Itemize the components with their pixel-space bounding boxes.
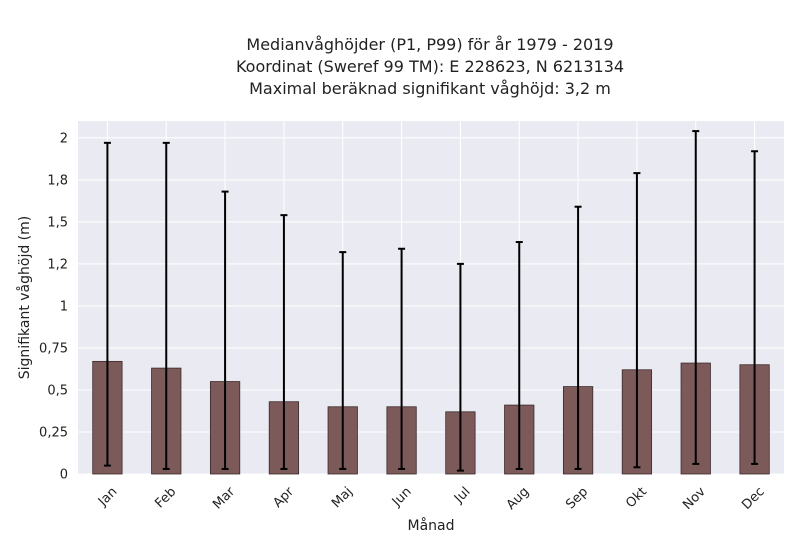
error-bar-okt [633, 172, 641, 469]
plot-area [78, 121, 784, 474]
chart-title: Medianvåghöjder (P1, P99) för år 1979 - … [60, 34, 800, 100]
x-tick-label-dec: Dec [739, 484, 767, 512]
chart-title-line-3: Maximal beräknad signifikant våghöjd: 3,… [249, 79, 611, 98]
error-bar-jan [103, 141, 111, 467]
x-tick-label-nov: Nov [680, 484, 709, 513]
chart-title-line-1: Medianvåghöjder (P1, P99) för år 1979 - … [246, 35, 614, 54]
y-tick-label: 1 [60, 299, 68, 314]
x-axis-label: Månad [408, 517, 455, 534]
y-tick-label: 0,25 [39, 425, 68, 440]
x-tick-label-jan: Jan [95, 484, 120, 509]
x-tick-label-aug: Aug [504, 484, 533, 513]
error-bar-mar [221, 190, 229, 470]
x-tick-label-maj: Maj [329, 484, 356, 511]
error-bar-maj [339, 251, 347, 470]
x-tick-label-apr: Apr [270, 484, 297, 511]
x-tick-label-feb: Feb [152, 484, 179, 511]
y-tick-label: 0,75 [39, 341, 68, 356]
error-bar-feb [162, 141, 170, 470]
y-tick-labels: 0 0,25 0,5 0,75 1 1,2 1,5 1,8 2 [39, 131, 68, 482]
error-bar-jun [398, 247, 406, 470]
y-axis-label: Signifikant våghöjd (m) [16, 216, 33, 379]
error-bar-dec [751, 150, 759, 465]
error-bar-apr [280, 214, 288, 470]
error-bar-sep [574, 205, 582, 470]
y-tick-label: 0 [60, 468, 68, 483]
error-bars [103, 130, 759, 472]
x-tick-labels: Jan Feb Mar Apr Maj Jun Jul Aug Sep Okt Nov Dec [95, 484, 768, 513]
x-tick-label-mar: Mar [210, 484, 238, 512]
error-bar-nov [692, 130, 700, 465]
x-tick-label-sep: Sep [563, 484, 591, 512]
y-tick-label: 1,2 [47, 257, 68, 272]
chart-title-line-2: Koordinat (Sweref 99 TM): E 228623, N 62… [235, 57, 625, 76]
y-tick-label: 0,5 [47, 383, 68, 398]
error-bar-aug [515, 241, 523, 470]
y-tick-label: 2 [60, 131, 68, 146]
x-tick-label-jun: Jun [389, 484, 415, 510]
x-tick-label-jul: Jul [451, 484, 473, 506]
error-bar-jul [456, 262, 464, 472]
y-tick-label: 1,8 [47, 173, 68, 188]
x-tick-label-okt: Okt [623, 484, 650, 511]
y-tick-label: 1,5 [47, 215, 68, 230]
